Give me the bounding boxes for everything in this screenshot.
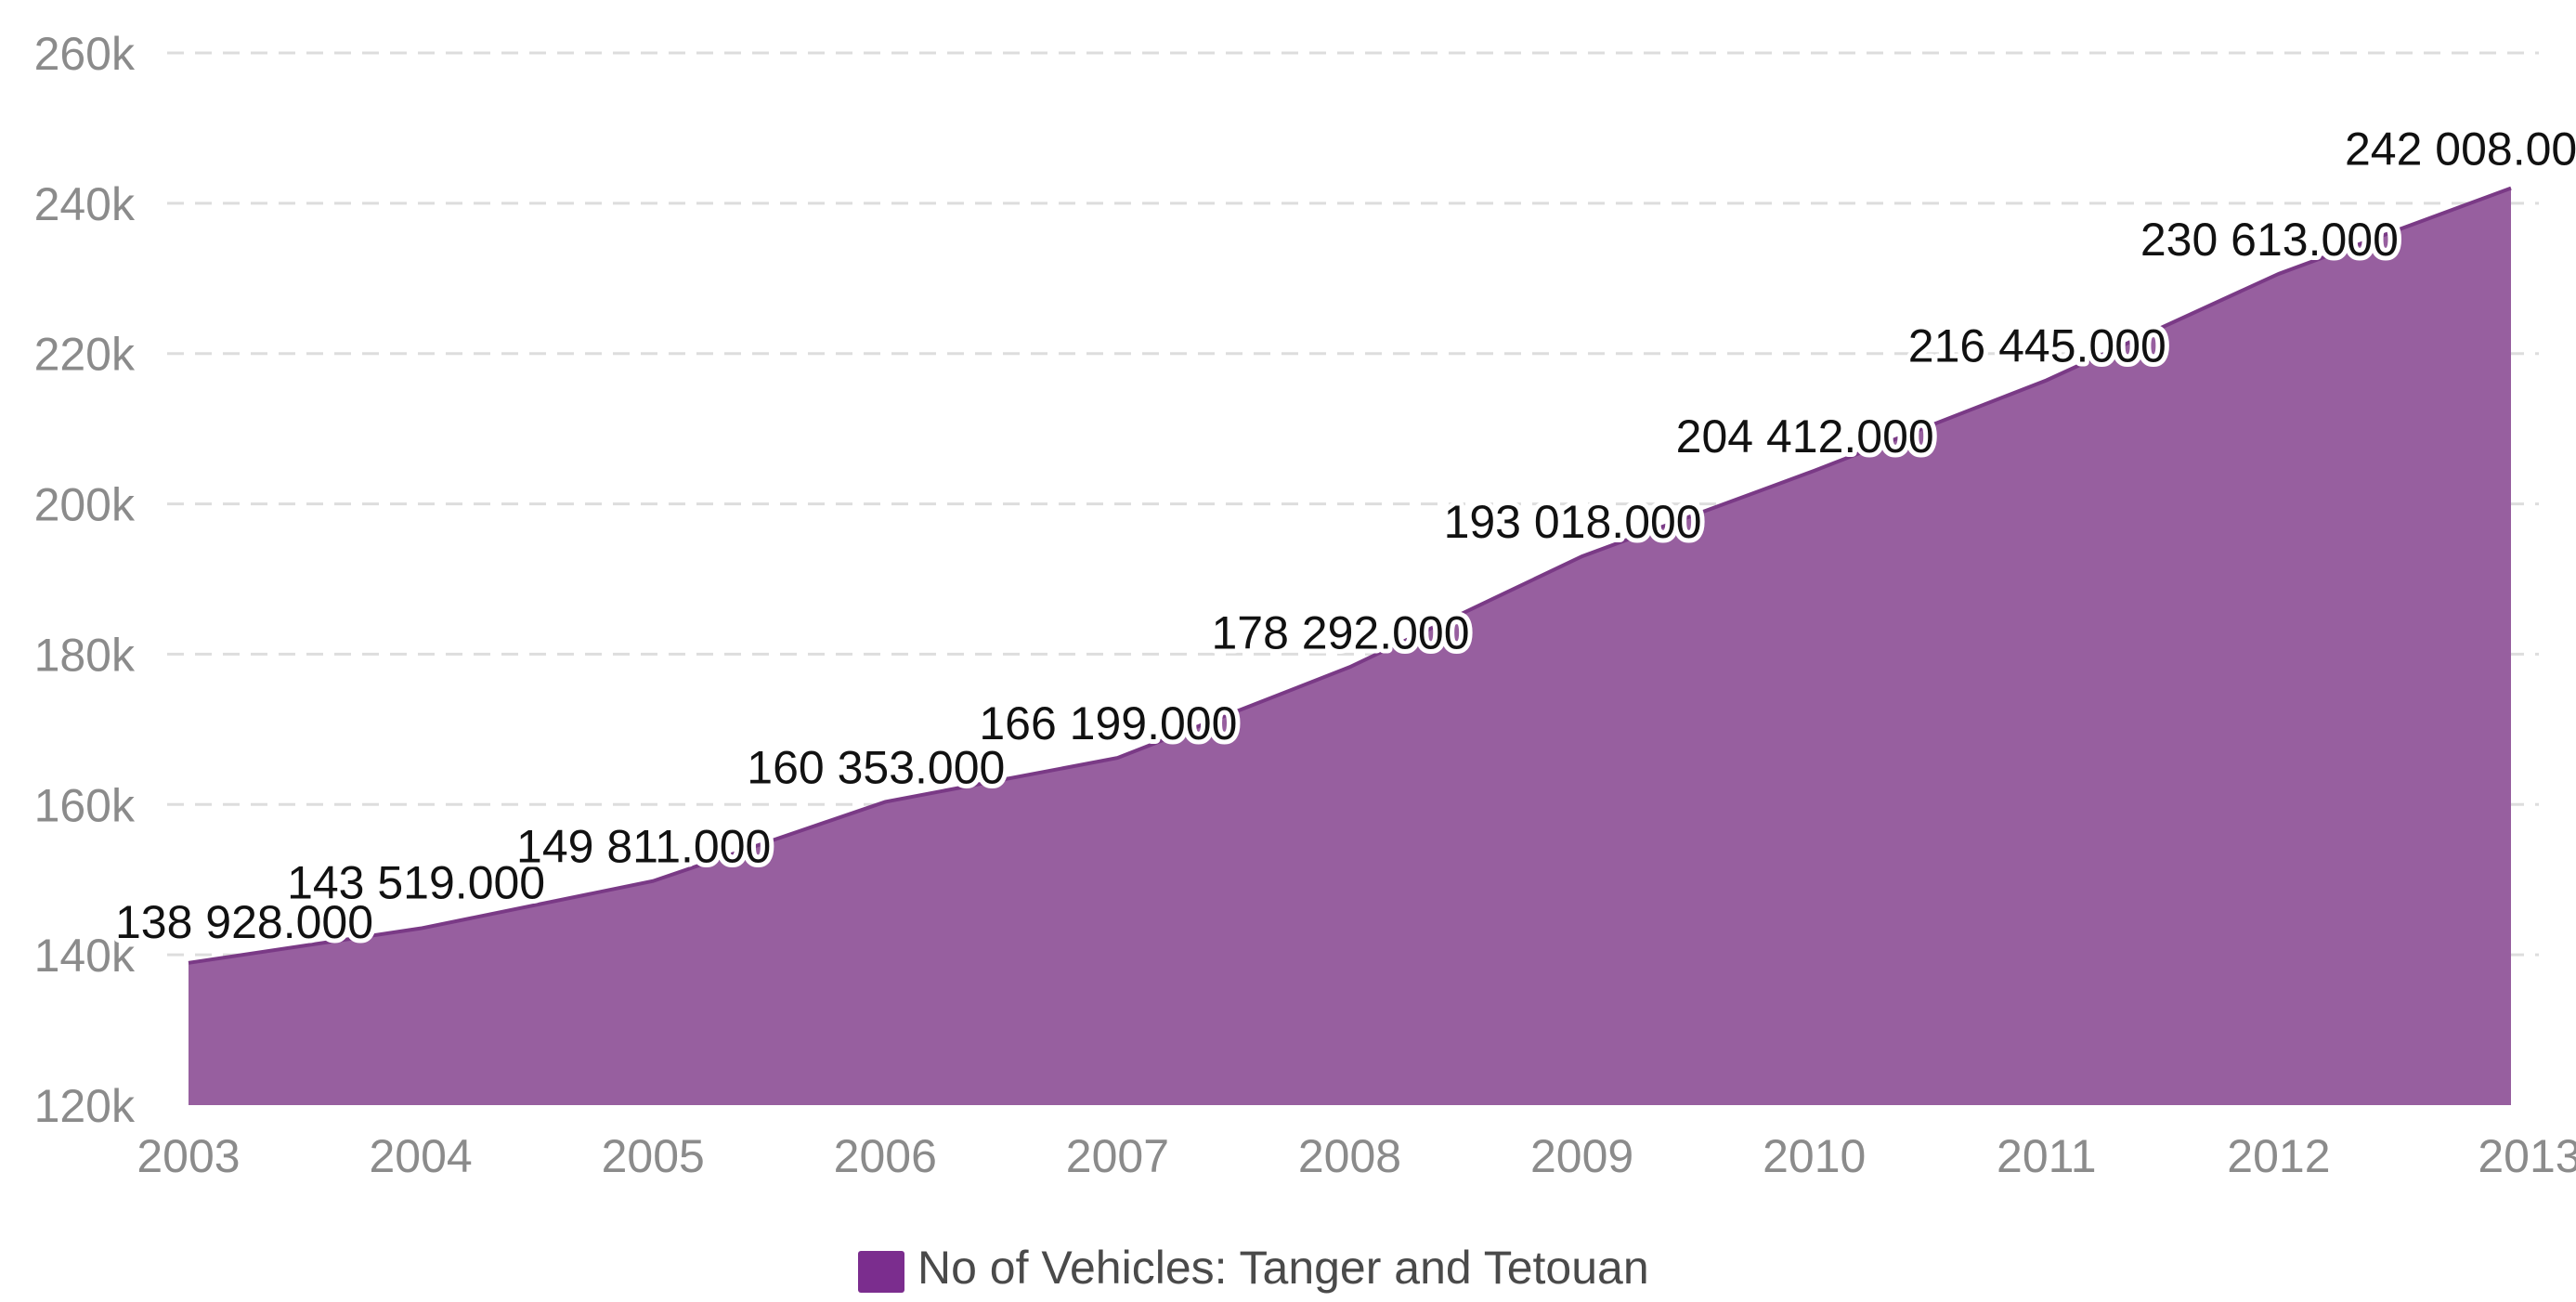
data-point-2008[interactable] [1345, 661, 1356, 672]
y-tick-label: 260k [34, 28, 136, 80]
data-point-2009[interactable] [1577, 551, 1588, 562]
x-tick-label: 2007 [1066, 1130, 1169, 1182]
x-tick-label: 2003 [137, 1130, 240, 1182]
y-tick-label: 180k [34, 629, 136, 681]
data-point-2003[interactable] [183, 957, 194, 969]
area-line [188, 186, 2512, 965]
data-point-2006[interactable] [879, 796, 891, 807]
data-point-2007[interactable] [1112, 752, 1123, 763]
data-label: 193 018.000 [1444, 496, 1702, 548]
data-label: 216 445.000 [1908, 319, 2166, 371]
area-fill [189, 188, 2511, 1105]
legend-swatch[interactable] [858, 1251, 904, 1293]
x-tick-label: 2005 [602, 1130, 705, 1182]
data-point-2012[interactable] [2273, 268, 2284, 280]
data-label: 242 008.000 [2345, 124, 2576, 176]
x-tick-label: 2013 [2478, 1130, 2576, 1182]
x-tick-label: 2008 [1298, 1130, 1401, 1182]
data-point-2011[interactable] [2041, 374, 2052, 385]
x-tick-label: 2012 [2227, 1130, 2330, 1182]
data-point-2005[interactable] [647, 876, 658, 887]
y-tick-label: 200k [34, 479, 136, 531]
data-label: 143 519.000 [287, 857, 545, 909]
data-label: 166 199.000 [979, 697, 1237, 749]
y-tick-label: 160k [34, 779, 136, 831]
data-label: 138 928.000 [115, 896, 373, 948]
x-axis: 2003 2004 2005 2006 2007 2008 2009 2010 2011 2012… [137, 1130, 2576, 1182]
x-tick-label: 2010 [1763, 1130, 1866, 1182]
data-label: 178 292.000 [1211, 606, 1469, 658]
data-label: 149 811.000 [516, 821, 771, 873]
x-tick-label: 2009 [1530, 1130, 1633, 1182]
legend[interactable]: No of Vehicles: Tanger and Tetouan [858, 1242, 1649, 1294]
data-label: 230 613.000 [2140, 214, 2399, 266]
y-tick-label: 120k [34, 1080, 136, 1132]
area-series [183, 183, 2517, 1105]
data-point-2010[interactable] [1809, 465, 1820, 476]
x-tick-label: 2004 [369, 1130, 472, 1182]
data-label: 160 353.000 [747, 741, 1005, 793]
legend-label[interactable]: No of Vehicles: Tanger and Tetouan [917, 1242, 1649, 1294]
y-axis: 120k 140k 160k 180k 200k 220k 240k 260k [34, 28, 136, 1132]
data-point-2004[interactable] [415, 923, 426, 934]
x-tick-label: 2006 [834, 1130, 937, 1182]
data-point-2013[interactable] [2505, 183, 2517, 194]
x-tick-label: 2011 [1997, 1130, 2097, 1182]
data-label: 204 412.000 [1676, 410, 1934, 462]
y-tick-label: 220k [34, 329, 136, 381]
y-tick-label: 240k [34, 178, 136, 230]
y-tick-label: 140k [34, 930, 136, 982]
